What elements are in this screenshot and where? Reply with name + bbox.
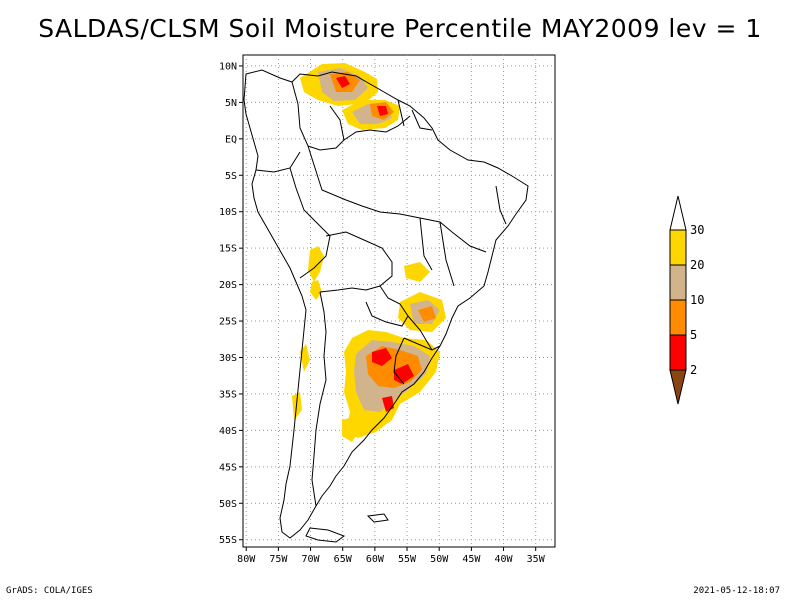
lat-label: 40S xyxy=(219,426,237,437)
colorbar-swatch xyxy=(669,264,687,301)
lat-label: 55S xyxy=(219,535,237,546)
colorbar-swatch xyxy=(669,334,687,371)
lat-label: 45S xyxy=(219,462,237,473)
colorbar-label: 2 xyxy=(690,363,697,377)
lon-label: 35W xyxy=(527,554,546,565)
lat-label: 25S xyxy=(219,317,237,328)
colorbar-label: 10 xyxy=(690,293,704,307)
lon-label: 45W xyxy=(462,554,481,565)
colorbar: 30 20 10 5 2 xyxy=(669,195,704,405)
falklands xyxy=(366,513,389,523)
lat-label: 5N xyxy=(225,98,237,109)
border-brazil-states xyxy=(419,185,507,287)
border-brazil-north xyxy=(307,145,453,233)
colorbar-label: 20 xyxy=(690,258,704,272)
colorbar-label: 30 xyxy=(690,223,704,237)
lat-label: 50S xyxy=(219,499,237,510)
shade-patagonia-20-30 xyxy=(342,416,360,442)
gridlines xyxy=(243,55,555,547)
lat-label: 5S xyxy=(225,171,237,182)
latitude-labels: 10N 5N EQ 5S 10S 15S 20S 25S 30S 35S 40S 45S 50S 55S xyxy=(219,61,243,546)
footer-credit: GrADS: COLA/IGES xyxy=(6,586,93,596)
map-frame xyxy=(242,54,556,548)
lon-label: 60W xyxy=(366,554,385,565)
shade-bolivia-20-30 xyxy=(310,280,322,300)
colorbar-swatch xyxy=(669,229,687,266)
lon-label: 55W xyxy=(398,554,417,565)
coastline xyxy=(243,69,529,543)
south-america-coast xyxy=(243,69,529,539)
shade-uruguay-2-5 xyxy=(394,364,414,384)
longitude-labels: 80W 75W 70W 65W 60W 55W 50W 45W 40W 35W xyxy=(237,547,546,565)
shade-andes-20-30 xyxy=(308,246,324,282)
footer-timestamp: 2021-05-12-18:07 xyxy=(693,586,780,596)
shade-chile-20-30 xyxy=(300,344,310,372)
shade-pampas-2-5 xyxy=(372,348,392,366)
border-uruguay xyxy=(393,337,441,385)
colorbar-top-arrow xyxy=(669,195,687,231)
lon-label: 80W xyxy=(237,554,256,565)
border-paraguay xyxy=(365,285,409,327)
lat-label: EQ xyxy=(225,134,237,145)
lon-label: 75W xyxy=(269,554,288,565)
border-ecuador xyxy=(255,151,301,173)
lat-label: 10N xyxy=(219,61,237,72)
lat-label: 35S xyxy=(219,389,237,400)
lat-label: 15S xyxy=(219,244,237,255)
border-brazil-south xyxy=(407,315,433,351)
border-bolivia xyxy=(319,231,393,293)
border-venezuela xyxy=(343,115,411,141)
tierra-del-fuego xyxy=(305,527,346,543)
colorbar-bottom-arrow xyxy=(669,369,687,405)
percentile-shading xyxy=(292,63,446,442)
lat-label: 30S xyxy=(219,353,237,364)
border-guianas xyxy=(397,99,433,131)
lon-label: 70W xyxy=(302,554,321,565)
lat-label: 20S xyxy=(219,280,237,291)
colorbar-swatch xyxy=(669,299,687,336)
border-argentina xyxy=(311,291,327,507)
shade-paraguay-20-30 xyxy=(404,262,430,282)
lon-label: 50W xyxy=(430,554,449,565)
shade-venezuela-2-5 xyxy=(336,76,350,88)
map-title: SALDAS/CLSM Soil Moisture Percentile MAY… xyxy=(38,14,762,43)
border-peru xyxy=(289,167,331,279)
colorbar-label: 5 xyxy=(690,328,697,342)
shade-guiana-2-5 xyxy=(377,106,388,116)
shade-chile2-20-30 xyxy=(292,392,302,420)
lon-label: 65W xyxy=(334,554,353,565)
lon-label: 40W xyxy=(495,554,514,565)
lat-label: 10S xyxy=(219,207,237,218)
shade-parana-5-10 xyxy=(418,306,436,322)
border-colombia xyxy=(291,81,345,151)
